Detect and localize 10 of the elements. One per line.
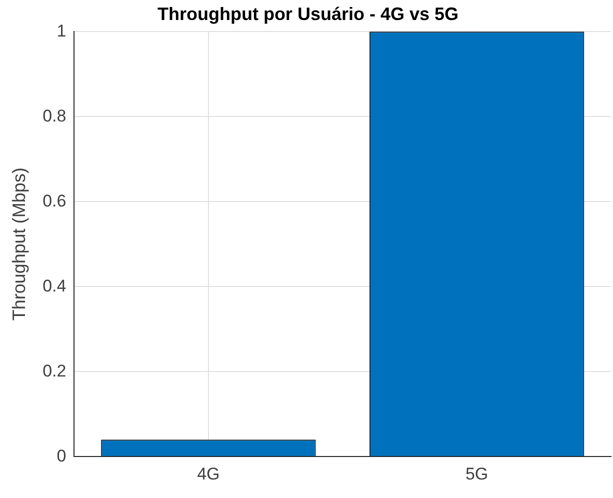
y-tick-label: 0.4	[42, 276, 66, 296]
x-tick-label: 4G	[197, 464, 220, 484]
y-axis-title: Throughput (Mbps)	[8, 168, 29, 321]
y-tick-label: 0.8	[42, 106, 66, 126]
y-tick-label: 0.2	[42, 361, 66, 380]
y-tick-label: 1	[56, 21, 66, 40]
y-tick-label: 0.6	[42, 191, 66, 210]
x-tick-label: 5G	[465, 464, 488, 484]
chart-title: Throughput por Usuário - 4G vs 5G	[157, 4, 459, 24]
y-tick-label: 0	[56, 446, 66, 466]
